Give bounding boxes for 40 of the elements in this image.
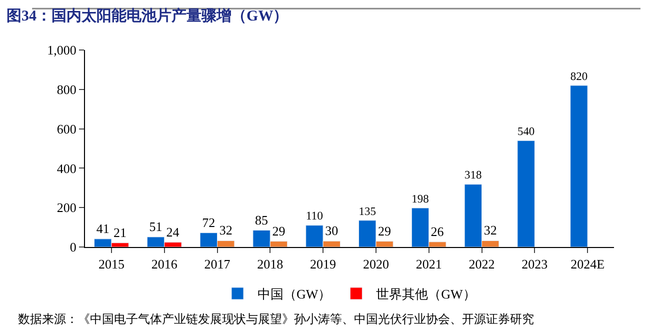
data-label: 30 [325, 223, 338, 238]
x-tick-label: 2017 [204, 256, 231, 272]
x-tick-label: 2020 [362, 256, 389, 272]
x-tick-label: 2023 [522, 256, 548, 272]
data-label: 85 [255, 212, 268, 228]
x-tick-label: 2022 [468, 256, 495, 272]
y-tick-label: 1,000 [47, 42, 76, 58]
x-tick-label: 2018 [257, 256, 284, 272]
x-tick-label: 2019 [310, 256, 336, 272]
data-label: 318 [464, 170, 482, 182]
data-label: 29 [272, 223, 286, 238]
data-label: 41 [96, 220, 110, 236]
y-tick-label: 800 [56, 82, 76, 97]
data-label: 24 [166, 224, 180, 240]
chart-title: 图34：国内太阳能电池片产量骤增（GW） [6, 7, 288, 24]
y-tick-label: 400 [56, 160, 76, 176]
x-tick-label: 2024E [570, 256, 605, 272]
y-tick-label: 0 [70, 240, 76, 255]
legend-label: 中国（GW） [258, 286, 332, 302]
data-label: 72 [202, 214, 216, 230]
data-label: 110 [306, 210, 324, 223]
legend-label: 世界其他（GW） [376, 286, 476, 302]
data-label: 21 [114, 224, 127, 240]
x-tick-label: 2016 [151, 256, 178, 272]
source-note: 数据来源：《中国电子气体产业链发展现状与展望》孙小涛等、中国光伏行业协会、开源证券研究 [18, 312, 534, 326]
x-tick-label: 2015 [98, 256, 124, 272]
y-tick-label: 200 [56, 200, 76, 216]
data-label: 32 [484, 222, 497, 238]
bar [517, 140, 535, 247]
data-label: 32 [219, 222, 232, 238]
data-label: 198 [412, 193, 430, 206]
bar [570, 85, 588, 247]
data-label: 29 [378, 223, 392, 238]
x-tick-label: 2021 [416, 256, 442, 272]
y-tick-label: 600 [56, 121, 76, 136]
data-label: 820 [570, 70, 588, 83]
data-label: 540 [517, 126, 535, 138]
data-label: 26 [430, 224, 444, 239]
data-label: 135 [358, 206, 376, 218]
data-label: 51 [149, 218, 162, 234]
